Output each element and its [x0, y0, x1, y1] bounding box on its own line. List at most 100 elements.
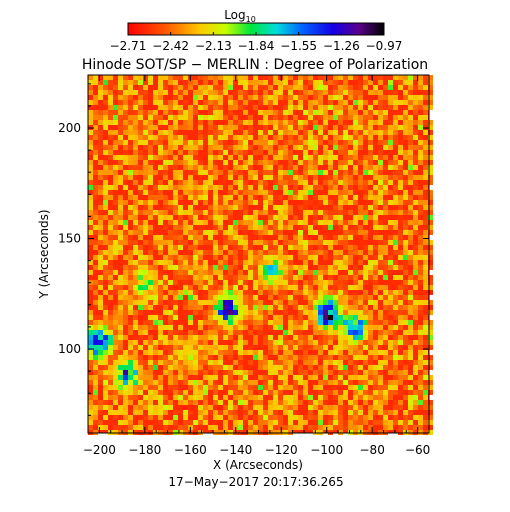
heatmap-cell	[328, 325, 333, 330]
heatmap-cell	[233, 245, 238, 250]
heatmap-cell	[278, 400, 283, 405]
heatmap-cell	[228, 120, 233, 125]
heatmap-cell	[128, 325, 133, 330]
heatmap-cell	[238, 300, 243, 305]
heatmap-cell	[118, 320, 123, 325]
heatmap-cell	[353, 135, 358, 140]
heatmap-cell	[308, 165, 313, 170]
heatmap-cell	[233, 90, 238, 95]
heatmap-cell	[148, 360, 153, 365]
heatmap-cell	[373, 205, 378, 210]
heatmap-cell	[208, 250, 213, 255]
heatmap-cell	[363, 110, 368, 115]
heatmap-cell	[233, 140, 238, 145]
heatmap-cell	[103, 340, 108, 345]
heatmap-cell	[123, 125, 128, 130]
heatmap-cell	[123, 265, 128, 270]
heatmap-cell	[123, 175, 128, 180]
heatmap-cell	[323, 120, 328, 125]
heatmap-cell	[153, 75, 158, 80]
heatmap-cell	[273, 250, 278, 255]
heatmap-cell	[298, 195, 303, 200]
heatmap-cell	[323, 105, 328, 110]
heatmap-cell	[133, 410, 138, 415]
heatmap-cell	[223, 90, 228, 95]
heatmap-cell	[108, 85, 113, 90]
heatmap-cell	[328, 240, 333, 245]
heatmap-cell	[328, 285, 333, 290]
heatmap-cell	[243, 230, 248, 235]
heatmap-cell	[283, 260, 288, 265]
heatmap-cell	[333, 205, 338, 210]
heatmap-cell	[328, 115, 333, 120]
heatmap-cell	[403, 410, 408, 415]
heatmap-cell	[218, 190, 223, 195]
heatmap-cell	[413, 320, 418, 325]
heatmap-cell	[138, 80, 143, 85]
heatmap-cell	[273, 205, 278, 210]
heatmap-cell	[418, 355, 423, 360]
heatmap-cell	[393, 155, 398, 160]
heatmap-cell	[178, 330, 183, 335]
heatmap-cell	[318, 310, 323, 315]
heatmap-cell	[413, 315, 418, 320]
heatmap-cell	[318, 370, 323, 375]
heatmap-cell	[223, 265, 228, 270]
heatmap-cell	[198, 275, 203, 280]
heatmap-cell	[378, 390, 383, 395]
heatmap-cell	[153, 195, 158, 200]
heatmap-cell	[378, 185, 383, 190]
heatmap-cell	[408, 345, 413, 350]
heatmap-cell	[88, 215, 93, 220]
heatmap-cell	[243, 135, 248, 140]
heatmap-cell	[93, 405, 98, 410]
heatmap-cell	[213, 320, 218, 325]
heatmap-cell	[403, 295, 408, 300]
heatmap-cell	[358, 80, 363, 85]
heatmap-cell	[418, 400, 423, 405]
heatmap-cell	[238, 270, 243, 275]
heatmap-cell	[178, 145, 183, 150]
heatmap-cell	[123, 130, 128, 135]
heatmap-cell	[418, 100, 423, 105]
heatmap-cell	[173, 230, 178, 235]
heatmap-cell	[98, 420, 103, 425]
heatmap-cell	[263, 85, 268, 90]
heatmap-cell	[288, 315, 293, 320]
heatmap-cell	[178, 380, 183, 385]
heatmap-cell	[348, 200, 353, 205]
heatmap-cell	[138, 215, 143, 220]
heatmap-cell	[173, 225, 178, 230]
heatmap-cell	[263, 285, 268, 290]
heatmap-cell	[218, 140, 223, 145]
heatmap-cell	[348, 345, 353, 350]
heatmap-cell	[248, 265, 253, 270]
heatmap-cell	[333, 340, 338, 345]
heatmap-cell	[303, 345, 308, 350]
heatmap-cell	[368, 135, 373, 140]
heatmap-cell	[298, 85, 303, 90]
heatmap-cell	[283, 335, 288, 340]
heatmap-cell	[408, 330, 413, 335]
colorbar-tick-label: −1.84	[238, 39, 275, 53]
heatmap-cell	[208, 100, 213, 105]
heatmap-cell	[218, 340, 223, 345]
heatmap-cell	[248, 395, 253, 400]
heatmap-cell	[98, 295, 103, 300]
heatmap-cell	[383, 200, 388, 205]
heatmap-cell	[363, 255, 368, 260]
heatmap-cell	[173, 195, 178, 200]
heatmap-cell	[263, 165, 268, 170]
heatmap-cell	[318, 420, 323, 425]
heatmap-cell	[423, 175, 428, 180]
heatmap-cell	[223, 75, 228, 80]
heatmap-cell	[353, 400, 358, 405]
heatmap-cell	[378, 155, 383, 160]
heatmap-cell	[283, 380, 288, 385]
heatmap-cell	[143, 380, 148, 385]
heatmap-cell	[238, 240, 243, 245]
heatmap-cell	[103, 150, 108, 155]
heatmap-cell	[393, 250, 398, 255]
heatmap-cell	[118, 90, 123, 95]
heatmap-cell	[368, 75, 373, 80]
